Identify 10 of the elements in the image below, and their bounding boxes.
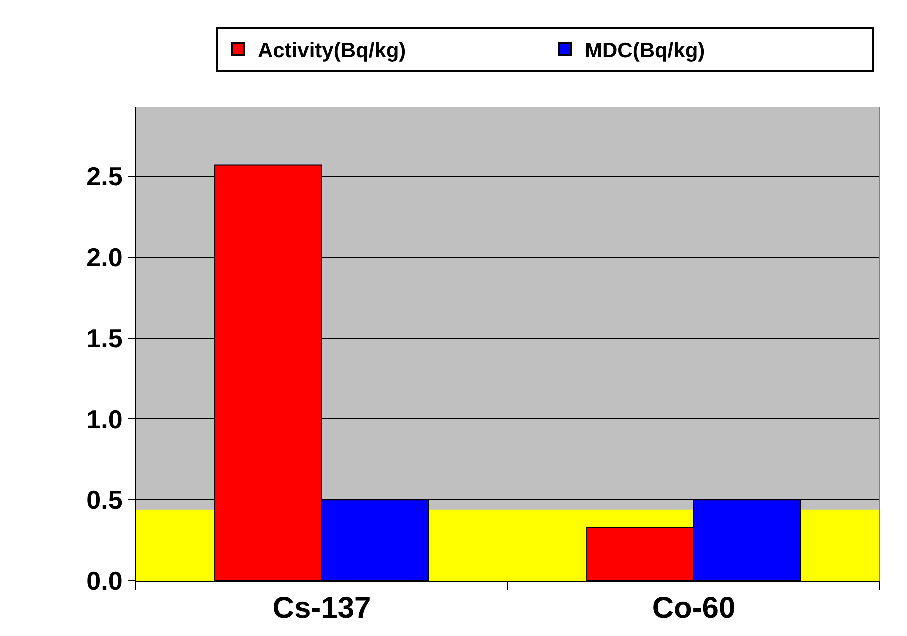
y-tick-label: 1.5 — [86, 323, 123, 354]
y-tick-label: 1.0 — [86, 404, 123, 434]
legend-label: MDC(Bq/kg) — [585, 39, 706, 62]
x-tick-label: Cs-137 — [272, 592, 372, 625]
y-tick-label: 2.5 — [86, 162, 123, 192]
y-tick-label: 0.0 — [86, 566, 123, 596]
x-tick-label: Co-60 — [652, 592, 736, 625]
y-tick-label: 2.0 — [86, 242, 123, 273]
legend-label: Activity(Bq/kg) — [258, 39, 406, 62]
y-tick-label: 0.5 — [86, 485, 123, 516]
